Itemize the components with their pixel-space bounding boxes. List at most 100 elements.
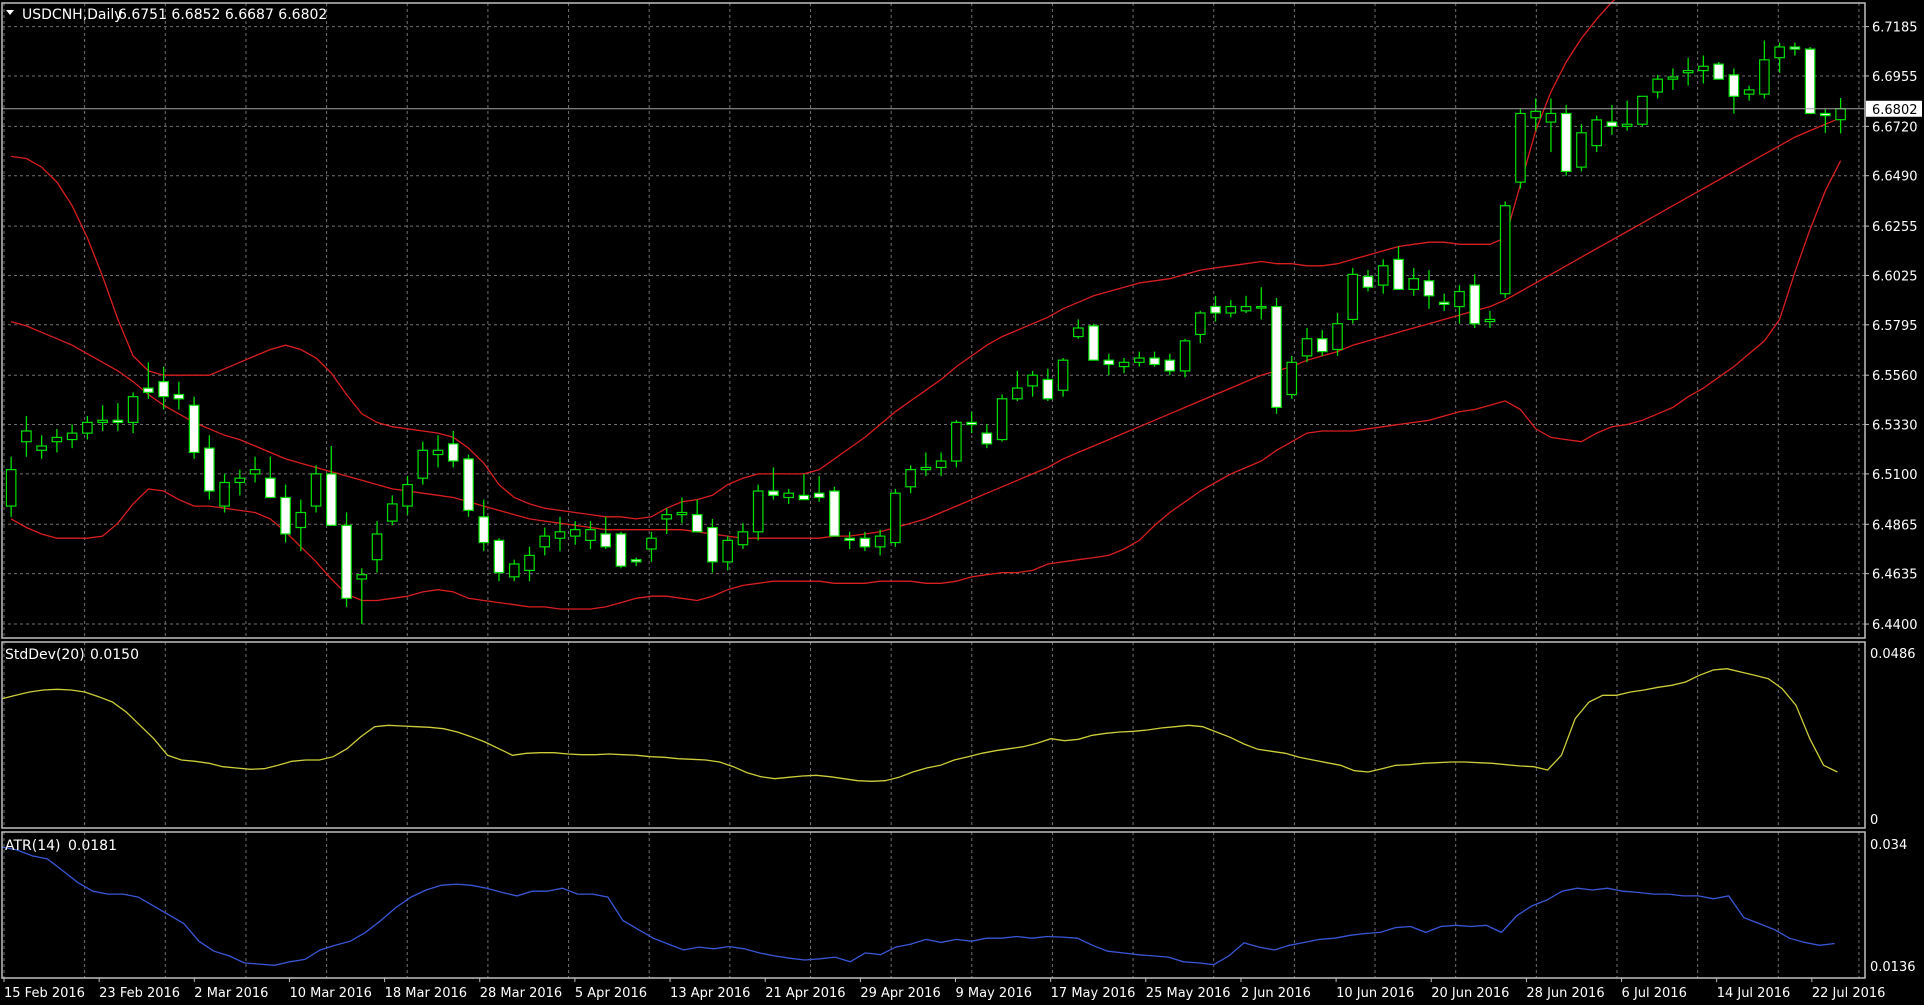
candle — [1103, 353, 1115, 376]
candle — [264, 456, 276, 499]
candle — [36, 435, 47, 459]
time-tick-label: 15 Feb 2016 — [4, 986, 85, 1001]
candle — [371, 521, 383, 573]
candle — [630, 557, 642, 567]
candle-body — [585, 529, 596, 541]
candle-body — [1316, 338, 1328, 353]
candle — [890, 488, 901, 547]
candle — [219, 473, 230, 513]
candle — [844, 531, 855, 549]
candle — [1789, 42, 1801, 56]
candle — [737, 523, 749, 549]
candle — [1591, 115, 1603, 153]
time-tick-label: 25 May 2016 — [1146, 986, 1231, 1001]
candle — [1774, 42, 1785, 73]
candle — [829, 486, 840, 537]
candle-body — [981, 432, 993, 445]
candle — [341, 512, 352, 607]
time-tick-label: 21 Apr 2016 — [765, 986, 845, 1001]
candle-body — [691, 514, 703, 533]
candle-body — [1484, 318, 1496, 323]
candle-body — [1194, 312, 1206, 336]
candle-body — [173, 393, 185, 400]
candle — [386, 495, 398, 526]
candle — [127, 392, 139, 434]
candle — [1698, 55, 1709, 84]
atr-value: 0.0181 — [68, 838, 117, 854]
price-tick-label: 6.5795 — [1872, 319, 1918, 334]
time-tick-label: 17 May 2016 — [1051, 986, 1136, 1001]
candle — [752, 484, 764, 541]
candle — [1225, 300, 1237, 318]
candle-body — [280, 496, 291, 535]
stddev-value: 0.0150 — [90, 647, 139, 663]
candle — [204, 435, 215, 500]
price-tick-label: 6.4635 — [1872, 568, 1918, 583]
candle — [1118, 358, 1130, 374]
candle-body — [1438, 301, 1450, 306]
candle — [1347, 267, 1359, 324]
candle-body — [1515, 112, 1526, 183]
atr-min-label: 0.0136 — [1870, 960, 1916, 975]
candle — [1560, 104, 1572, 176]
candle — [1393, 246, 1404, 290]
candle-body — [36, 445, 47, 451]
candle — [1377, 259, 1389, 294]
candle — [1179, 338, 1191, 378]
candle-body — [249, 468, 261, 475]
candle — [1484, 310, 1496, 329]
candle-body — [707, 526, 718, 563]
candle-body — [554, 531, 566, 539]
time-tick-label: 6 Jul 2016 — [1622, 986, 1687, 1001]
candle — [585, 521, 596, 549]
candle — [524, 546, 535, 582]
candle-body — [447, 443, 459, 462]
candle — [447, 430, 459, 468]
candle-body — [1469, 284, 1481, 325]
time-tick-label: 29 Apr 2016 — [860, 986, 940, 1001]
atr-axis: 0.034 0.0136 — [1870, 838, 1916, 975]
candle — [783, 488, 794, 504]
candle — [325, 445, 337, 526]
candle-body — [219, 481, 230, 507]
candle-body — [676, 511, 688, 516]
candle — [1469, 274, 1481, 329]
candle-body — [97, 419, 108, 424]
candle-body — [1743, 89, 1755, 95]
candle-body — [66, 432, 78, 441]
candle-body — [874, 535, 886, 548]
candle-body — [508, 563, 520, 578]
candle-body — [402, 484, 413, 507]
price-tick-label: 6.6025 — [1872, 269, 1918, 284]
candle — [905, 465, 916, 494]
price-tick-label: 6.6720 — [1872, 120, 1918, 135]
price-tick-label: 6.5560 — [1872, 369, 1918, 384]
candle — [996, 394, 1008, 442]
price-tick-label: 6.4400 — [1872, 618, 1918, 633]
candle-body — [1271, 305, 1282, 408]
stddev-title: StdDev(20) — [5, 647, 85, 663]
candle — [1759, 40, 1770, 99]
collapse-triangle-icon[interactable] — [6, 10, 14, 15]
candle-body — [966, 421, 977, 426]
time-tick-label: 14 Jul 2016 — [1717, 986, 1791, 1001]
candle-body — [356, 574, 368, 580]
last-price-badge — [1866, 100, 1922, 117]
candle — [676, 497, 688, 524]
candle-body — [1713, 63, 1724, 80]
candle-body — [463, 458, 474, 511]
price-tick-label: 6.5100 — [1872, 468, 1918, 483]
candle-body — [295, 511, 307, 529]
candle-body — [417, 449, 429, 479]
last-price-label: 6.6802 — [1872, 103, 1918, 118]
candle — [1637, 95, 1648, 127]
candle-body — [204, 447, 215, 492]
candle — [432, 435, 444, 468]
candle-body — [1255, 305, 1267, 309]
time-tick-label: 20 Jun 2016 — [1431, 986, 1509, 1001]
time-tick-label: 28 Mar 2016 — [480, 986, 562, 1001]
candle — [1820, 109, 1831, 133]
candle — [646, 531, 657, 562]
candle — [920, 452, 932, 477]
candle-body — [1728, 74, 1740, 97]
